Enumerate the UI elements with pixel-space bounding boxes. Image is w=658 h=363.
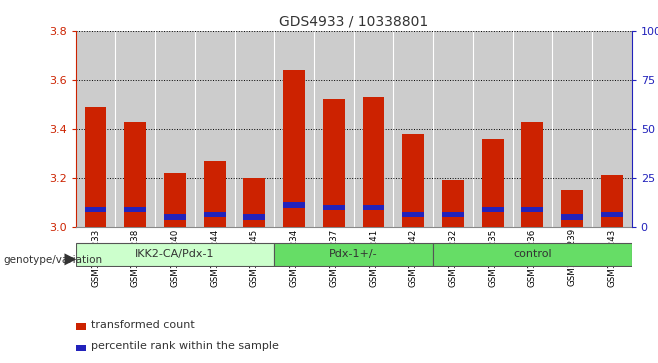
Bar <box>442 180 464 227</box>
Bar <box>76 344 86 351</box>
Bar <box>314 31 354 227</box>
Bar <box>323 99 345 227</box>
Text: control: control <box>513 249 551 258</box>
Text: percentile rank within the sample: percentile rank within the sample <box>91 341 278 351</box>
Text: Pdx-1+/-: Pdx-1+/- <box>330 249 378 258</box>
Bar <box>274 242 433 266</box>
Bar <box>85 107 107 227</box>
Bar <box>601 212 622 217</box>
Bar <box>164 215 186 220</box>
Bar <box>243 215 265 220</box>
Bar <box>513 31 552 227</box>
Bar <box>402 212 424 217</box>
Bar <box>204 161 226 227</box>
Text: genotype/variation: genotype/variation <box>3 255 103 265</box>
Bar <box>482 207 503 212</box>
Bar <box>561 215 583 220</box>
Bar <box>522 122 544 227</box>
Bar <box>76 31 115 227</box>
Bar <box>402 134 424 227</box>
Bar <box>473 31 513 227</box>
Bar <box>85 207 107 212</box>
Bar <box>433 31 473 227</box>
Bar <box>283 70 305 227</box>
Bar <box>561 190 583 227</box>
Bar <box>393 31 433 227</box>
Bar <box>164 173 186 227</box>
Text: transformed count: transformed count <box>91 320 194 330</box>
Bar <box>155 31 195 227</box>
Title: GDS4933 / 10338801: GDS4933 / 10338801 <box>279 14 428 28</box>
Bar <box>234 31 274 227</box>
Bar <box>76 242 274 266</box>
Bar <box>433 242 632 266</box>
Bar <box>363 97 384 227</box>
Bar <box>482 139 503 227</box>
Polygon shape <box>64 253 76 265</box>
Bar <box>124 207 146 212</box>
Bar <box>195 31 234 227</box>
Bar <box>115 31 155 227</box>
Bar <box>274 31 314 227</box>
Bar <box>363 205 384 210</box>
Bar <box>76 323 86 330</box>
Bar <box>522 207 544 212</box>
Bar <box>592 31 632 227</box>
Bar <box>243 178 265 227</box>
Bar <box>323 205 345 210</box>
Text: IKK2-CA/Pdx-1: IKK2-CA/Pdx-1 <box>135 249 215 258</box>
Bar <box>552 31 592 227</box>
Bar <box>204 212 226 217</box>
Bar <box>354 31 393 227</box>
Bar <box>442 212 464 217</box>
Bar <box>601 175 622 227</box>
Bar <box>124 122 146 227</box>
Bar <box>283 202 305 208</box>
